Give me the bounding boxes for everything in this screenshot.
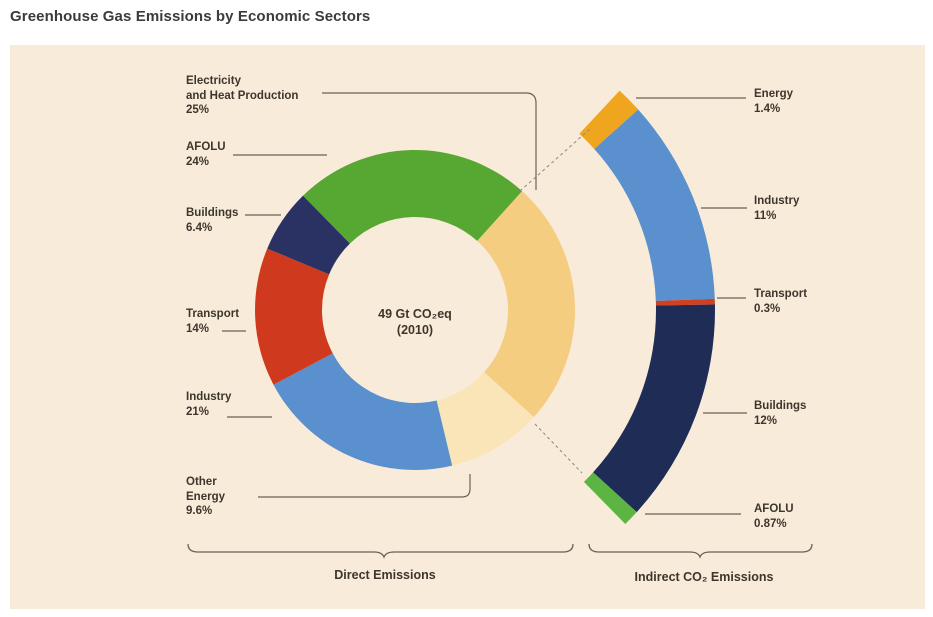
label-line: Buildings (186, 207, 239, 219)
label-line: and Heat Production (186, 89, 299, 102)
arc-segment-energy (579, 90, 639, 149)
group-braces (187, 543, 813, 559)
label-other-energy: Other Energy 9.6% (186, 475, 225, 519)
indirect-emissions-arc (579, 90, 715, 524)
leader-lines (222, 92, 747, 515)
label-pct: 9.6% (186, 505, 213, 517)
label-line: Industry (754, 195, 800, 207)
total-emissions-year: (2010) (396, 323, 434, 337)
direct-emissions-donut (254, 150, 575, 470)
dashed-connector-bottom (534, 423, 583, 474)
label-line: Electricity (186, 75, 241, 87)
label-pct: 14% (186, 322, 210, 335)
label-afolu-direct: AFOLU 24% (186, 140, 226, 169)
donut-segment-afolu (303, 150, 523, 244)
label-line: Transport (186, 308, 240, 320)
label-buildings-direct: Buildings 6.4% (186, 206, 238, 235)
label-pct: 25% (186, 104, 210, 116)
donut-segment-other-energy (436, 372, 534, 466)
label-line: Energy (754, 88, 793, 100)
chart-panel (10, 45, 925, 609)
dashed-connector-top (519, 128, 591, 192)
label-transport-direct: Transport 14% (186, 307, 239, 336)
label-pct: 0.87% (754, 517, 787, 530)
donut-segment-industry (273, 353, 453, 470)
donut-segment-transport (254, 248, 333, 385)
label-line: AFOLU (186, 141, 226, 153)
label-transport-indirect: Transport 0.3% (754, 287, 807, 316)
label-line: AFOLU (754, 503, 794, 515)
label-line: Other (186, 476, 217, 488)
arc-segment-buildings (593, 304, 715, 513)
label-pct: 1.4% (754, 102, 781, 115)
label-electricity-heat-production: Electricity and Heat Production 25% (186, 74, 298, 118)
dashed-connectors (519, 128, 591, 474)
arc-segment-afolu (583, 472, 637, 524)
label-pct: 0.3% (754, 302, 781, 315)
indirect-emissions-label: Indirect CO₂ Emissions (634, 570, 774, 584)
leader-line-other-energy (258, 474, 471, 498)
donut-segment-electricity-and-heat-production (477, 191, 575, 418)
label-energy-indirect: Energy 1.4% (754, 87, 793, 116)
label-pct: 24% (186, 155, 210, 168)
label-line: Energy (186, 490, 225, 503)
label-pct: 12% (754, 414, 778, 427)
donut-segment-buildings (267, 195, 350, 275)
label-line: Industry (186, 391, 232, 403)
label-pct: 6.4% (186, 221, 213, 234)
label-pct: 21% (186, 405, 210, 418)
label-industry-direct: Industry 21% (186, 390, 231, 419)
label-buildings-indirect: Buildings 12% (754, 399, 806, 428)
label-afolu-indirect: AFOLU 0.87% (754, 502, 794, 531)
indirect-emissions-brace (588, 543, 813, 559)
direct-emissions-label: Direct Emissions (334, 568, 436, 582)
label-line: Transport (754, 288, 808, 300)
total-emissions-value: 49 Gt CO₂eq (378, 307, 452, 321)
arc-segment-industry (594, 109, 715, 301)
page-title: Greenhouse Gas Emissions by Economic Sec… (10, 8, 371, 25)
arc-segment-transport (655, 298, 715, 306)
label-pct: 11% (754, 209, 777, 222)
leader-line-electricity (322, 92, 537, 190)
direct-emissions-brace (187, 543, 574, 559)
label-industry-indirect: Industry 11% (754, 194, 799, 223)
label-line: Buildings (754, 400, 807, 412)
donut-center-label: 49 Gt CO₂eq (2010) (330, 306, 500, 338)
